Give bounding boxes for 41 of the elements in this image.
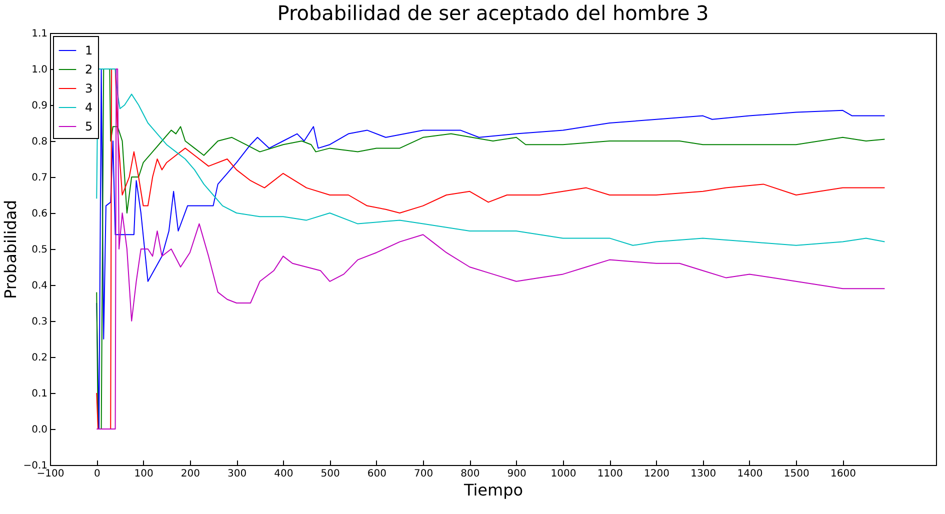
legend-label: 4 (85, 100, 93, 114)
x-tick-label: 1600 (830, 468, 856, 480)
legend-label: 5 (85, 120, 93, 134)
x-axis-title: Tiempo (462, 480, 524, 500)
y-tick-label: 0.9 (32, 100, 48, 112)
x-tick-label: 0 (94, 468, 100, 480)
y-tick-label: 0.0 (32, 424, 48, 436)
x-tick-label: 100 (134, 468, 154, 480)
y-tick-label: 0.7 (32, 172, 48, 184)
y-tick-label: 0.3 (32, 316, 48, 328)
x-tick-label: 300 (227, 468, 247, 480)
y-tick-label: 0.8 (32, 136, 48, 148)
x-tick-label: 1500 (784, 468, 810, 480)
x-tick-label: 500 (320, 468, 340, 480)
y-tick-label: 1.1 (32, 28, 48, 40)
y-tick-label: 0.6 (32, 208, 48, 220)
x-tick-label: 1400 (737, 468, 763, 480)
x-tick-label: 1100 (597, 468, 623, 480)
y-axis-title: Probabilidad (1, 200, 20, 299)
legend-label: 2 (85, 62, 93, 76)
y-tick-label: 0.1 (32, 388, 48, 400)
x-tick-label: 1300 (690, 468, 716, 480)
y-tick-label: 1.0 (32, 64, 48, 76)
line-series (96, 68, 886, 246)
legend-label: 3 (85, 82, 93, 96)
y-tick-label: 0.2 (32, 352, 48, 364)
y-tick-label: 0.4 (32, 280, 48, 292)
x-tick-label: 900 (507, 468, 526, 480)
x-tick-label: 400 (274, 468, 294, 480)
x-tick-label: 200 (180, 468, 200, 480)
x-tick-label: 1200 (644, 468, 670, 480)
y-tick-label: 0.5 (32, 244, 48, 256)
legend-label: 1 (85, 44, 93, 58)
y-tick-label: −0.1 (23, 460, 48, 472)
x-tick-label: 700 (414, 468, 434, 480)
chart-title: Probabilidad de ser aceptado del hombre 3 (277, 1, 709, 25)
x-tick-label: −100 (36, 468, 64, 480)
x-tick-label: 1000 (550, 468, 576, 480)
x-tick-label: 600 (367, 468, 386, 480)
line-series (96, 68, 886, 430)
x-tick-label: 800 (460, 468, 480, 480)
